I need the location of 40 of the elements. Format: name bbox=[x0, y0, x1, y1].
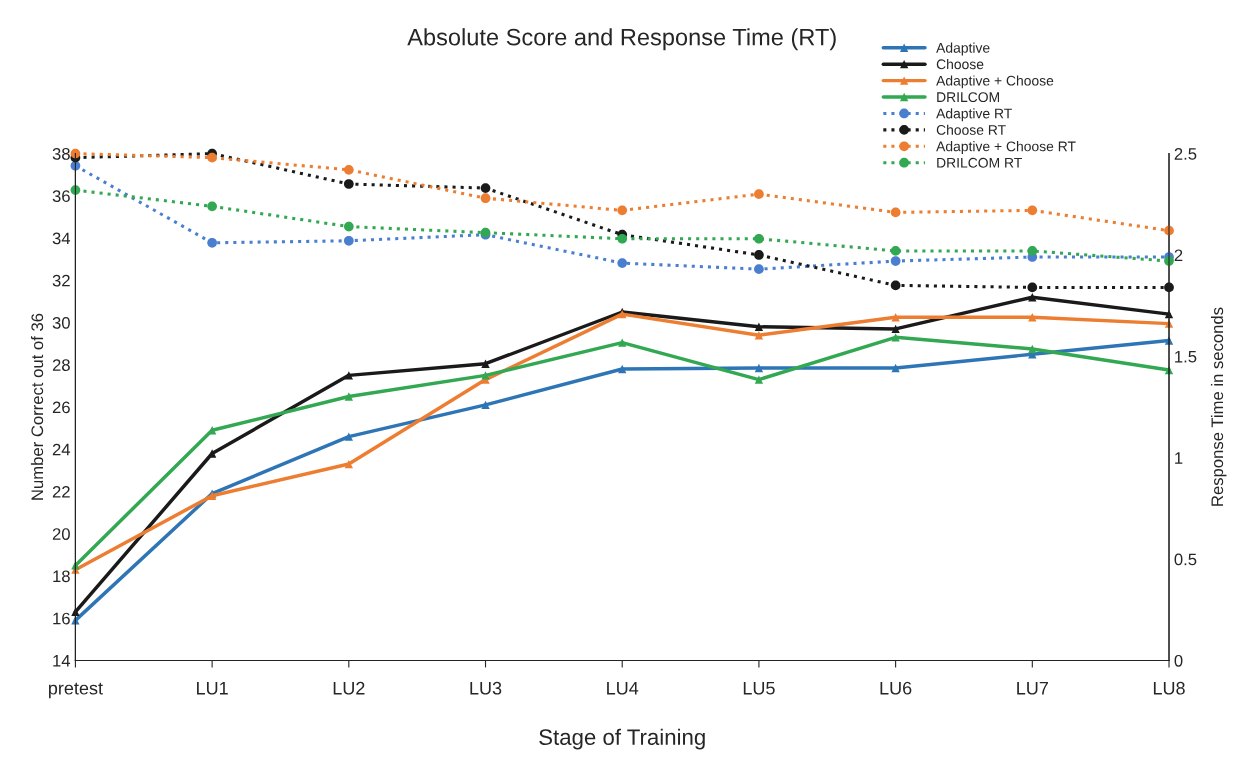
y-tick-label: 16 bbox=[53, 612, 70, 625]
y-tick-label: 32 bbox=[52, 274, 70, 287]
legend-label: Adaptive RT bbox=[936, 108, 1012, 122]
y2-tick-label: 0.5 bbox=[1174, 553, 1197, 566]
y2-tick-label: 2.5 bbox=[1174, 148, 1197, 160]
y-tick-label: 14 bbox=[53, 655, 71, 667]
x-tick-label: LU6 bbox=[880, 681, 912, 695]
y-tick-label: 38 bbox=[52, 148, 70, 160]
y2-tick-label: 2 bbox=[1174, 249, 1183, 262]
y-tick-label: 24 bbox=[52, 443, 71, 456]
y2-axis-title: Response Time in seconds bbox=[1210, 307, 1227, 506]
x-axis-title: Stage of Training bbox=[539, 728, 705, 750]
legend-label: Choose bbox=[936, 58, 984, 70]
x-tick-label: LU7 bbox=[1017, 681, 1048, 695]
x-tick-label: LU2 bbox=[333, 681, 365, 695]
x-tick-label: LU4 bbox=[607, 681, 639, 695]
y-tick-label: 30 bbox=[52, 316, 70, 329]
y2-tick-label: 1.5 bbox=[1175, 350, 1197, 363]
x-tick-label: LU8 bbox=[1153, 681, 1185, 695]
y-tick-label: 20 bbox=[52, 528, 70, 540]
legend-label: Adaptive + Choose bbox=[936, 75, 1054, 89]
x-tick-label: pretest bbox=[48, 682, 103, 699]
legend-label: DRILCOM RT bbox=[937, 157, 1022, 168]
legend-label: DRILCOM bbox=[937, 92, 999, 103]
y-tick-label: 22 bbox=[52, 485, 70, 498]
chart-title: Absolute Score and Response Time (RT) bbox=[407, 28, 836, 51]
y2-tick-label: 0 bbox=[1174, 654, 1183, 667]
y-tick-label: 34 bbox=[52, 232, 71, 245]
legend-label: Adaptive + Choose RT bbox=[936, 141, 1076, 155]
y-tick-label: 18 bbox=[53, 570, 70, 583]
x-tick-label: LU5 bbox=[743, 681, 775, 695]
y2-tick-label: 1 bbox=[1175, 452, 1183, 464]
x-tick-label: LU1 bbox=[197, 681, 228, 695]
legend-label: Choose RT bbox=[936, 124, 1006, 135]
x-tick-label: LU3 bbox=[470, 681, 502, 695]
legend-label: Adaptive bbox=[936, 42, 990, 56]
y-axis-title: Number Correct out of 36 bbox=[30, 313, 44, 500]
y-tick-label: 28 bbox=[52, 359, 70, 371]
y-tick-label: 36 bbox=[52, 190, 70, 203]
y-tick-label: 26 bbox=[52, 401, 70, 414]
